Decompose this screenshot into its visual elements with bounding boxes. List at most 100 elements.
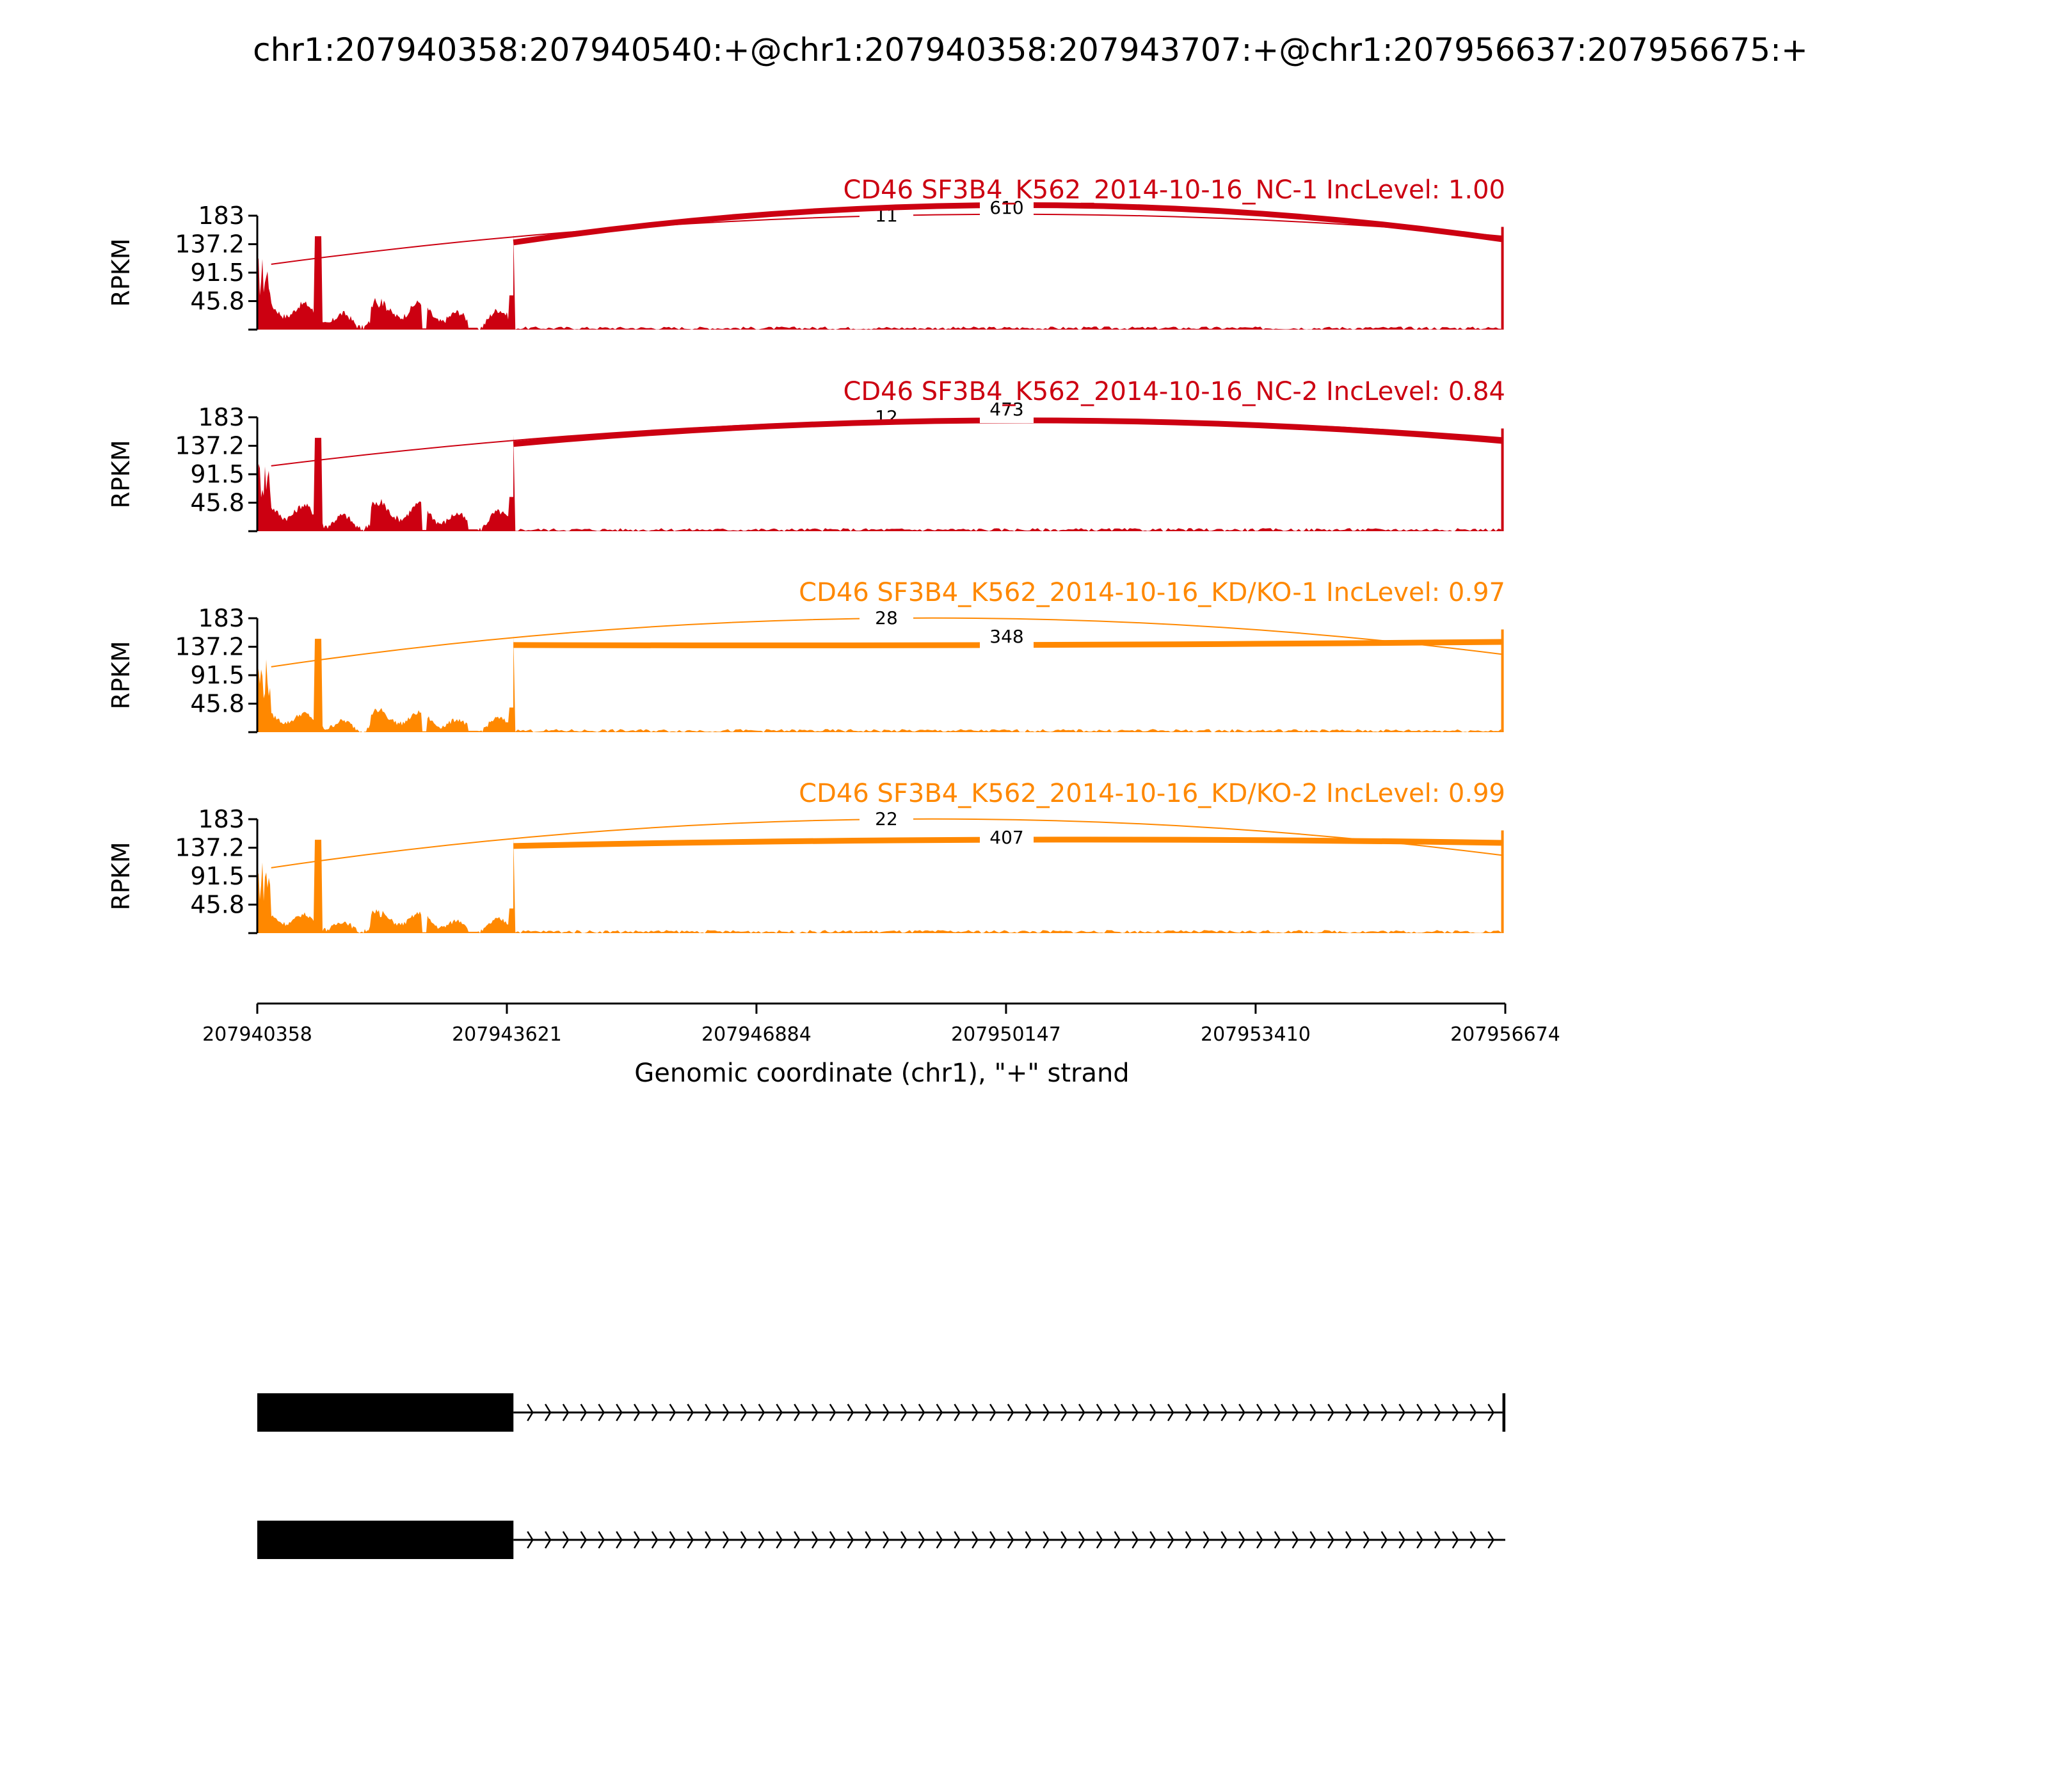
junction-count: 407: [989, 827, 1023, 848]
gene-models: [257, 1393, 1506, 1559]
strand-arrow: [918, 1531, 925, 1549]
coverage-area: [257, 227, 1504, 330]
junction-count-bg: [980, 625, 1034, 650]
strand-arrow: [954, 1404, 961, 1421]
strand-arrow: [1327, 1531, 1334, 1549]
strand-arrow: [1060, 1531, 1068, 1549]
x-tick-label: 207946884: [701, 1023, 812, 1046]
plot-title: chr1:207940358:207940540:+@chr1:20794035…: [253, 31, 1808, 68]
y-tick-label: 91.5: [190, 661, 244, 689]
y-axis-label: RPKM: [107, 641, 135, 709]
strand-arrow: [633, 1404, 641, 1421]
x-tick-label: 207943621: [452, 1023, 562, 1046]
strand-arrow: [1149, 1531, 1156, 1549]
strand-arrow: [651, 1531, 659, 1549]
strand-arrow: [918, 1404, 925, 1421]
strand-arrow: [972, 1404, 979, 1421]
y-axis-label: RPKM: [107, 842, 135, 910]
x-tick-label: 207953410: [1201, 1023, 1311, 1046]
strand-arrow: [527, 1404, 534, 1421]
y-tick-label: 137.2: [175, 432, 244, 460]
isoform-2: [257, 1521, 1505, 1559]
strand-arrow: [900, 1531, 908, 1549]
strand-arrow: [758, 1531, 765, 1549]
strand-arrow: [1363, 1404, 1370, 1421]
junction-count-bg: [860, 405, 913, 431]
strand-arrow: [1309, 1531, 1316, 1549]
strand-arrow: [936, 1404, 943, 1421]
strand-arrow: [580, 1531, 588, 1549]
strand-arrow: [1203, 1531, 1210, 1549]
strand-arrow: [811, 1531, 819, 1549]
strand-arrow: [1007, 1404, 1014, 1421]
strand-arrow: [1363, 1531, 1370, 1549]
strand-arrow: [1292, 1404, 1299, 1421]
strand-arrow: [740, 1531, 748, 1549]
strand-arrow: [544, 1531, 552, 1549]
strand-arrow: [1256, 1531, 1263, 1549]
x-axis: 207940358 207943621 207946884 207950147 2079…: [202, 1002, 1560, 1046]
strand-arrow: [1434, 1531, 1441, 1549]
junction-count: 22: [875, 808, 898, 829]
strand-arrow: [598, 1531, 605, 1549]
strand-arrow: [527, 1531, 534, 1549]
junction-count-bg: [980, 397, 1034, 423]
strand-arrow: [1096, 1531, 1103, 1549]
strand-arrow: [847, 1404, 854, 1421]
junction-count-bg: [980, 826, 1034, 851]
coverage-area: [257, 428, 1504, 531]
strand-arrow: [687, 1404, 694, 1421]
strand-arrow: [1345, 1404, 1352, 1421]
strand-arrow: [865, 1531, 872, 1549]
x-axis-label: Genomic coordinate (chr1), "+" strand: [634, 1059, 1129, 1088]
junction-count: 28: [875, 607, 898, 628]
y-tick-label: 45.8: [190, 488, 244, 516]
x-tick-label: 207940358: [202, 1023, 312, 1046]
strand-arrow: [1149, 1404, 1156, 1421]
strand-arrow: [1416, 1404, 1423, 1421]
track-title: CD46 SF3B4_K562_2014-10-16_NC-2 IncLevel…: [843, 377, 1505, 406]
exon-1: [257, 1521, 514, 1559]
strand-arrow: [1380, 1531, 1388, 1549]
strand-arrow: [1274, 1404, 1281, 1421]
y-tick-label: 45.8: [190, 689, 244, 717]
strand-arrow: [616, 1531, 623, 1549]
strand-arrow: [1469, 1404, 1477, 1421]
strand-arrow: [1007, 1531, 1014, 1549]
strand-arrow: [989, 1531, 996, 1549]
strand-arrow: [1345, 1531, 1352, 1549]
x-tick-label: 207950147: [951, 1023, 1061, 1046]
y-tick-label: 45.8: [190, 890, 244, 918]
strand-arrow: [1185, 1404, 1192, 1421]
strand-arrow: [1452, 1404, 1459, 1421]
junction-count: 473: [989, 399, 1023, 420]
y-tick-label: 183: [198, 202, 244, 230]
coverage-area: [257, 629, 1504, 732]
strand-arrow: [1398, 1531, 1405, 1549]
strand-arrow: [1185, 1531, 1192, 1549]
track-title: CD46 SF3B4_K562_2014-10-16_NC-1 IncLevel…: [843, 175, 1505, 205]
exon-2: [1502, 1393, 1506, 1432]
strand-arrow: [722, 1404, 730, 1421]
y-axis-label: RPKM: [107, 440, 135, 508]
strand-arrow: [776, 1404, 783, 1421]
isoform-1: [257, 1393, 1506, 1432]
strand-arrow: [1292, 1531, 1299, 1549]
track-title: CD46 SF3B4_K562_2014-10-16_KD/KO-1 IncLe…: [799, 578, 1505, 607]
strand-arrow: [705, 1404, 712, 1421]
strand-arrow: [1078, 1404, 1085, 1421]
strand-arrow: [1487, 1404, 1494, 1421]
strand-arrow: [1309, 1404, 1316, 1421]
strand-arrow: [865, 1404, 872, 1421]
strand-arrow: [1398, 1404, 1405, 1421]
strand-arrow: [580, 1404, 588, 1421]
strand-arrow: [616, 1404, 623, 1421]
strand-arrow: [883, 1404, 890, 1421]
strand-arrow: [1167, 1404, 1174, 1421]
y-tick-label: 183: [198, 604, 244, 632]
